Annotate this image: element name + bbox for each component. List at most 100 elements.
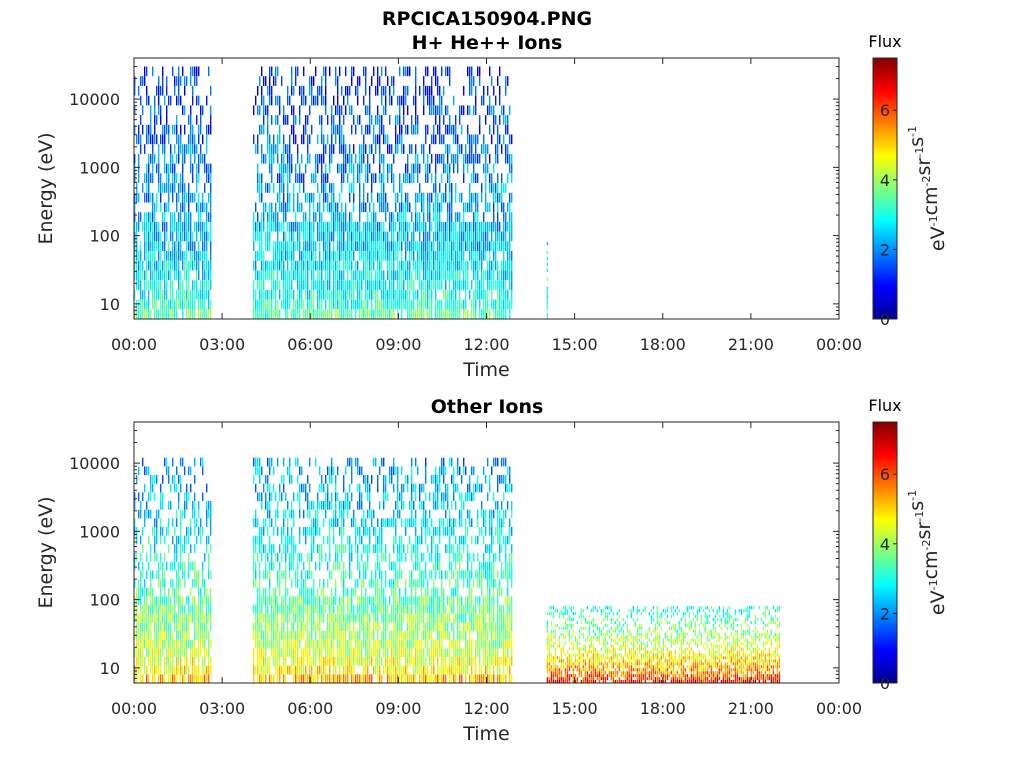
flux-cell-1 <box>315 596 317 605</box>
flux-cell-0 <box>208 639 210 649</box>
flux-cell-0 <box>150 115 152 125</box>
flux-cell-1 <box>383 492 385 502</box>
flux-cell-1 <box>275 202 277 213</box>
flux-cell-0 <box>150 231 152 242</box>
flux-cell-1 <box>321 309 323 319</box>
flux-cell-1 <box>397 501 399 510</box>
flux-cell-0 <box>134 202 136 213</box>
flux-cell-1 <box>393 173 395 183</box>
flux-cell-0 <box>176 665 178 675</box>
flux-cell-1 <box>489 105 491 116</box>
flux-cell-1 <box>349 212 351 222</box>
flux-cell-1 <box>411 115 413 125</box>
flux-cell-1 <box>327 631 329 640</box>
flux-cell-1 <box>315 648 317 657</box>
flux-cell-1 <box>309 483 311 493</box>
flux-cell-1 <box>269 221 271 232</box>
flux-cell-1 <box>399 124 401 135</box>
flux-cell-1 <box>327 270 329 281</box>
flux-cell-1 <box>443 631 445 640</box>
flux-cell-0 <box>176 251 178 261</box>
flux-cell-1 <box>359 309 361 319</box>
flux-cell-0 <box>142 105 144 116</box>
flux-cell-0 <box>184 212 186 222</box>
flux-cell-1 <box>441 105 443 116</box>
flux-cell-1 <box>371 657 373 666</box>
flux-cell-0 <box>184 605 186 614</box>
flux-cell-1 <box>377 105 379 116</box>
flux-cell-0 <box>206 613 208 623</box>
flux-cell-1 <box>297 457 299 467</box>
flux-cell-1 <box>397 579 399 588</box>
flux-cell-0 <box>168 475 170 484</box>
flux-cell-1 <box>439 183 441 193</box>
flux-cell-0 <box>204 587 206 597</box>
flux-cell-0 <box>178 270 180 281</box>
flux-cell-1 <box>457 309 459 319</box>
flux-cell-1 <box>369 535 371 545</box>
flux-cell-1 <box>357 466 359 476</box>
flux-cell-1 <box>293 535 295 545</box>
flux-cell-1 <box>347 260 349 271</box>
flux-cell-1 <box>259 587 261 597</box>
flux-cell-0 <box>164 309 166 319</box>
flux-cell-1 <box>439 605 441 614</box>
flux-cell-0 <box>168 309 170 319</box>
flux-cell-1 <box>321 501 323 510</box>
flux-cell-1 <box>349 501 351 510</box>
flux-cell-1 <box>471 153 473 164</box>
flux-cell-0 <box>174 221 176 232</box>
flux-cell-1 <box>441 605 443 614</box>
flux-cell-1 <box>431 631 433 640</box>
flux-cell-1 <box>341 202 343 213</box>
flux-cell-0 <box>180 289 182 300</box>
flux-cell-1 <box>423 674 425 683</box>
flux-cell-0 <box>172 183 174 193</box>
flux-cell-1 <box>487 202 489 213</box>
flux-cell-0 <box>200 231 202 242</box>
flux-cell-1 <box>511 260 513 271</box>
flux-cell-1 <box>273 613 275 623</box>
flux-cell-1 <box>325 192 327 203</box>
flux-cell-0 <box>198 622 200 631</box>
flux-cell-0 <box>164 251 166 261</box>
flux-cell-1 <box>495 251 497 261</box>
flux-cell-0 <box>160 183 162 193</box>
flux-cell-0 <box>146 124 148 135</box>
flux-cell-1 <box>345 105 347 116</box>
flux-cell-0 <box>188 134 190 145</box>
flux-cell-1 <box>255 483 257 493</box>
flux-cell-1 <box>439 596 441 605</box>
flux-cell-1 <box>449 251 451 261</box>
flux-cell-0 <box>166 115 168 125</box>
flux-cell-1 <box>293 105 295 116</box>
flux-cell-0 <box>182 183 184 193</box>
flux-cell-0 <box>146 241 148 251</box>
flux-cell-1 <box>259 579 261 588</box>
flux-cell-1 <box>407 596 409 605</box>
flux-cell-1 <box>403 270 405 281</box>
flux-cell-0 <box>190 260 192 271</box>
flux-cell-0 <box>198 596 200 605</box>
flux-cell-1 <box>433 527 435 536</box>
flux-cell-0 <box>146 260 148 271</box>
flux-cell-1 <box>383 85 385 96</box>
flux-cell-1 <box>465 144 467 154</box>
flux-cell-1 <box>487 260 489 271</box>
flux-cell-1 <box>491 260 493 271</box>
flux-cell-1 <box>279 280 281 290</box>
flux-cell-1 <box>465 260 467 271</box>
flux-cell-1 <box>367 173 369 183</box>
flux-cell-1 <box>341 212 343 222</box>
flux-cell-1 <box>417 212 419 222</box>
flux-cell-0 <box>178 251 180 261</box>
flux-cell-1 <box>447 665 449 675</box>
flux-cell-0 <box>206 241 208 251</box>
flux-cell-1 <box>395 124 397 135</box>
flux-cell-1 <box>269 657 271 666</box>
flux-cell-1 <box>401 622 403 631</box>
flux-cell-1 <box>307 270 309 281</box>
flux-cell-1 <box>391 289 393 300</box>
flux-cell-1 <box>335 509 337 519</box>
flux-cell-1 <box>451 221 453 232</box>
